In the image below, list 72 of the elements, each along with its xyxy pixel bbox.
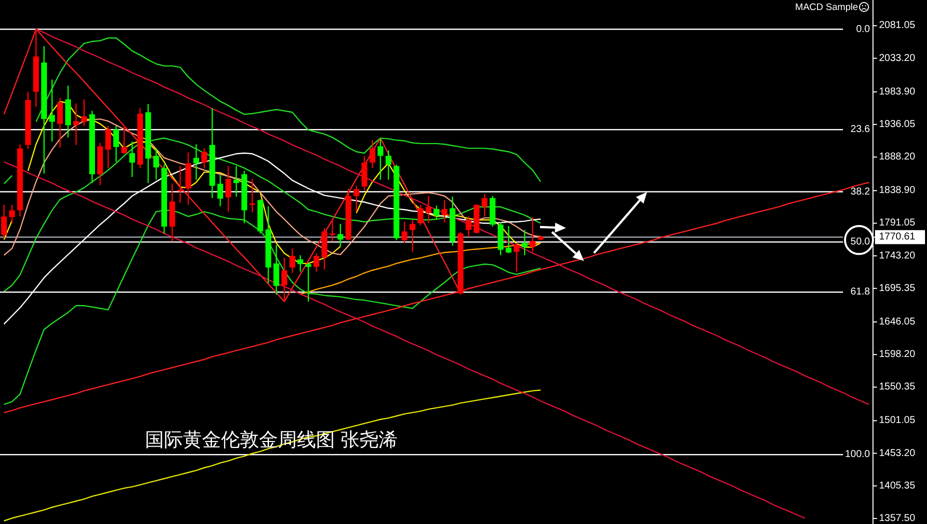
candlestick [482, 193, 488, 218]
y-tick-label: 1936.05 [879, 118, 916, 130]
candlestick [434, 204, 440, 220]
candlestick [9, 204, 15, 224]
line-series [3, 390, 542, 522]
candlestick [193, 144, 200, 180]
candlestick [233, 165, 240, 198]
candlestick [354, 185, 360, 212]
candlestick [522, 229, 528, 256]
candlestick [153, 148, 160, 180]
candlestick [418, 204, 424, 226]
candlestick [378, 138, 384, 180]
candlestick [402, 221, 408, 244]
candlestick [297, 254, 304, 272]
candlestick [530, 216, 536, 252]
candlestick [201, 148, 208, 169]
y-tick-label: 1838.90 [879, 185, 916, 196]
y-tick-label: 1357.50 [879, 512, 916, 524]
candlestick [225, 165, 232, 212]
y-tick-label: 2033.20 [879, 52, 916, 64]
candlestick [249, 178, 256, 213]
candlestick [129, 140, 136, 178]
y2-tick-label: 0.0 [856, 24, 870, 35]
y-tick-label: 1770.61 [879, 232, 916, 243]
annotation: MACD Sample [795, 2, 858, 13]
y-tick-label: 1550.35 [879, 382, 916, 393]
candlestick [81, 98, 87, 126]
candlestick [121, 125, 128, 154]
candlestick [1, 204, 7, 239]
candlestick [217, 174, 224, 207]
y-tick-label: 1453.20 [879, 448, 916, 459]
y-tick-label: 1405.35 [879, 480, 916, 492]
y-tick-label: 1695.35 [879, 282, 916, 294]
candlestick [305, 262, 312, 302]
y-tick-label: 1598.20 [879, 349, 916, 360]
candlestick [506, 225, 512, 254]
candlestick [362, 155, 368, 192]
y2-tick-label: 61.8 [850, 286, 870, 298]
candlestick [442, 199, 448, 224]
candlestick [57, 97, 63, 148]
candlestick [73, 102, 79, 146]
candlestick [273, 244, 280, 296]
candlestick [281, 257, 288, 302]
candlestick [338, 223, 344, 248]
y-tick-label: 1791.05 [879, 218, 916, 229]
y2-tick-label: 23.6 [850, 124, 870, 136]
candlestick [410, 219, 416, 252]
line-series [3, 182, 870, 414]
candlestick [105, 125, 112, 169]
candlestick [466, 216, 472, 238]
candlestick [386, 150, 392, 180]
candlestick [113, 125, 120, 163]
candlestick [313, 252, 320, 272]
line-series [3, 161, 806, 519]
y-tick-label: 1501.05 [879, 415, 916, 426]
line-series [3, 138, 542, 292]
candlestick [426, 195, 432, 224]
candlestick [370, 140, 376, 169]
y-tick-label: 2081.05 [879, 20, 916, 32]
y-tick-label: 1743.20 [879, 250, 916, 262]
candlestick [49, 78, 55, 142]
candlestick [329, 218, 336, 242]
candlestick [514, 242, 520, 272]
line-series [3, 210, 542, 406]
y-tick-label: 1888.20 [879, 152, 916, 163]
y-tick-label: 1646.05 [879, 316, 916, 328]
line-series [300, 242, 542, 295]
y2-tick-label: 38.2 [850, 186, 870, 198]
y-tick-label: 1983.90 [879, 86, 916, 98]
y2-tick-label: 50.0 [850, 236, 870, 248]
y2-tick-label: 100.0 [844, 449, 870, 460]
candlestick [289, 248, 296, 274]
